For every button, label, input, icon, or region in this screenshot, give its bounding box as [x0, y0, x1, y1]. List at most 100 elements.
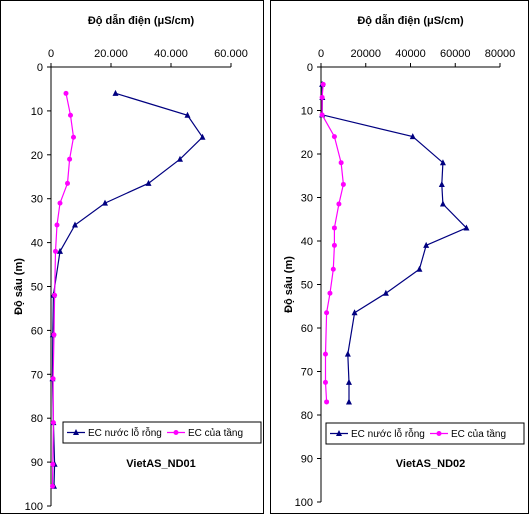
- data-point-triangle: [184, 111, 191, 118]
- data-point-circle: [336, 201, 342, 207]
- data-point-circle: [50, 483, 55, 489]
- y-tick-label: 40: [31, 238, 43, 250]
- y-tick-label: 100: [295, 497, 313, 509]
- legend-label: EC của tầng: [188, 427, 243, 439]
- x-tick-label: 20.000: [94, 48, 128, 60]
- y-tick-label: 80: [301, 410, 313, 422]
- data-point-circle: [65, 180, 70, 186]
- data-point-circle: [50, 376, 56, 382]
- data-point-triangle: [345, 378, 352, 385]
- legend-label: EC nước lỗ rỗng: [351, 427, 425, 440]
- x-tick-label: 40000: [395, 48, 426, 60]
- y-tick-label: 30: [31, 194, 43, 206]
- y-tick-label: 0: [37, 62, 43, 74]
- data-point-triangle: [145, 179, 152, 186]
- data-point-circle: [319, 94, 325, 100]
- data-point-triangle: [382, 289, 389, 296]
- data-point-circle: [51, 332, 57, 338]
- legend-box: [325, 422, 525, 445]
- y-tick-label: 70: [301, 367, 313, 379]
- data-point-circle: [331, 242, 337, 248]
- x-tick-label: 20000: [350, 48, 381, 60]
- legend-label: EC của tầng: [451, 428, 506, 440]
- data-point-circle: [331, 225, 337, 231]
- y-tick-label: 90: [31, 457, 43, 469]
- legend-box: [62, 421, 262, 444]
- data-point-triangle: [416, 265, 423, 272]
- y-tick-label: 10: [31, 106, 43, 118]
- x-tick-label: 40.000: [154, 48, 188, 60]
- chart-svg-nd01: Độ dẫn điện (μS/cm) Độ sâu (m) 0 20.000 40.0…: [13, 14, 262, 513]
- data-point-circle: [57, 200, 63, 206]
- data-point-circle: [327, 290, 333, 296]
- x-axis-label: Độ dẫn điện (μS/cm): [357, 14, 464, 27]
- data-point-triangle: [409, 133, 416, 140]
- chart-title: VietAS_ND01: [126, 458, 196, 470]
- y-tick-label: 50: [301, 280, 313, 292]
- data-point-circle: [50, 420, 56, 426]
- data-point-circle: [340, 181, 346, 187]
- legend-marker-triangle: [73, 429, 79, 435]
- x-tick-label: 60.000: [214, 48, 248, 60]
- data-point-triangle: [463, 224, 470, 231]
- x-tick-label: 60000: [440, 48, 471, 60]
- y-tick-label: 40: [301, 236, 313, 248]
- data-point-triangle: [102, 199, 108, 206]
- data-point-circle: [322, 379, 328, 385]
- data-point-triangle: [344, 350, 351, 357]
- data-point-circle: [67, 156, 73, 162]
- data-point-circle: [338, 160, 344, 166]
- legend-marker-triangle: [336, 430, 342, 436]
- data-point-triangle: [423, 241, 430, 248]
- legend-label: EC nước lỗ rỗng: [88, 426, 162, 439]
- y-tick-label: 90: [301, 454, 313, 466]
- y-tick-label: 100: [25, 501, 43, 513]
- data-point-circle: [322, 351, 328, 357]
- chart-svg-nd02: Độ dẫn điện (μS/cm) Độ sâu (m) 0 20000 40000…: [283, 14, 525, 509]
- data-point-circle: [54, 222, 60, 228]
- data-point-circle: [319, 112, 325, 118]
- data-point-circle: [71, 134, 76, 140]
- data-point-triangle: [439, 200, 446, 207]
- chart-title: VietAS_ND02: [396, 458, 466, 470]
- chart-panel-nd02: Độ dẫn điện (μS/cm) Độ sâu (m) 0 20000 40000…: [270, 0, 529, 514]
- chart-panel-nd01: Độ dẫn điện (μS/cm) Độ sâu (m) 0 20.000 40.0…: [0, 0, 264, 514]
- series-line: [51, 93, 75, 487]
- y-tick-label: 50: [31, 282, 43, 294]
- y-tick-label: 20: [301, 149, 313, 161]
- y-tick-label: 80: [31, 413, 43, 425]
- y-tick-label: 10: [301, 106, 313, 118]
- data-point-triangle: [57, 247, 63, 254]
- legend-marker-circle: [436, 431, 442, 436]
- series-line: [321, 84, 468, 402]
- data-point-circle: [52, 292, 58, 298]
- y-tick-label: 30: [301, 193, 313, 205]
- y-axis-label: Độ sâu (m): [283, 256, 295, 313]
- data-point-triangle: [112, 89, 119, 96]
- y-axis-label: Độ sâu (m): [13, 258, 25, 315]
- data-point-triangle: [199, 133, 206, 140]
- y-tick-label: 60: [301, 323, 313, 335]
- y-tick-label: 0: [307, 62, 313, 74]
- y-tick-label: 20: [31, 150, 43, 162]
- data-point-circle: [324, 310, 330, 316]
- data-point-triangle: [345, 398, 352, 405]
- data-point-circle: [53, 248, 58, 254]
- data-point-circle: [320, 81, 326, 87]
- data-point-circle: [331, 134, 337, 140]
- data-point-triangle: [439, 159, 446, 166]
- data-point-circle: [50, 461, 56, 467]
- x-tick-label: 0: [318, 48, 324, 60]
- y-tick-label: 60: [31, 325, 43, 337]
- data-point-circle: [68, 112, 73, 118]
- x-tick-label: 0: [48, 48, 54, 60]
- data-point-triangle: [351, 309, 358, 316]
- data-point-triangle: [72, 221, 78, 228]
- legend-marker-circle: [173, 430, 179, 435]
- y-tick-label: 70: [31, 369, 43, 381]
- data-point-circle: [330, 266, 336, 272]
- data-point-triangle: [177, 155, 183, 162]
- x-axis-label: Độ dẫn điện (μS/cm): [88, 14, 195, 27]
- data-point-circle: [324, 399, 330, 405]
- data-point-triangle: [438, 180, 445, 187]
